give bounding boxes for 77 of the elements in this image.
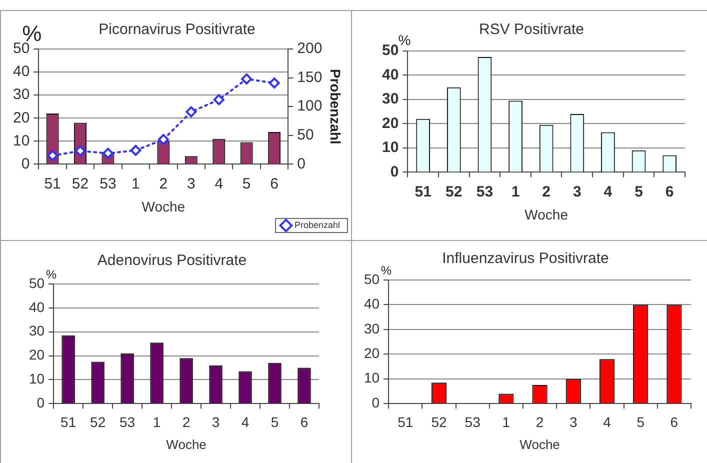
y-tick-label: 30 [12,86,30,104]
y2-tick-label: 50 [297,126,314,144]
y-tick-label: 20 [28,346,45,363]
x-tick-label: 53 [100,175,116,192]
x-tick-label: 51 [398,414,414,430]
x-tick-label: 5 [242,175,251,192]
x-tick-label: 3 [186,175,196,192]
x-tick-label: 51 [60,414,76,430]
x-tick-label: 6 [665,183,674,200]
x-axis-title: Woche [520,436,560,452]
y-tick-label: 40 [12,63,30,80]
y-tick-label: 20 [12,109,30,126]
x-tick-label: 1 [152,414,161,430]
legend-label: Probenzahl [294,220,340,230]
x-tick-label: 4 [241,414,250,430]
y-tick-label: 50 [382,42,399,60]
x-tick-label: 51 [414,183,432,200]
x-tick-label: 6 [300,414,308,430]
x-tick-label: 3 [212,414,220,430]
x-tick-label: 53 [476,183,494,200]
x-tick-label: 4 [604,183,613,200]
y-tick-label: 0 [390,163,399,180]
y2-tick-label: 0 [297,155,306,172]
chart-title: Adenovirus Positivrate [97,252,247,270]
x-tick-label: 2 [182,414,190,430]
x-tick-label: 1 [502,414,510,430]
y-tick-label: 50 [364,270,380,287]
x-tick-label: 3 [569,414,578,430]
x-tick-label: 53 [120,414,136,430]
y-tick-label: 30 [364,320,380,336]
x-axis-title: Woche [142,198,186,214]
x-axis-title: Woche [524,206,568,222]
x-tick-label: 5 [270,414,279,430]
x-tick-label: 6 [670,414,678,430]
y2-axis-title: Probenzahl [328,68,344,144]
chart-title: RSV Positivrate [478,21,584,38]
x-tick-label: 52 [431,414,447,430]
y2-tick-label: 150 [297,68,322,86]
y-tick-label: 40 [364,296,380,312]
x-axis-title: Woche [166,436,206,452]
x-tick-label: 52 [72,175,89,192]
y-tick-label: 0 [21,155,30,172]
y-tick-label: 40 [28,298,45,315]
chart-title: Influenzavirus Positivrate [442,250,609,268]
x-tick-label: 6 [270,175,278,192]
y-axis-title: % [46,267,57,282]
y-tick-label: 10 [28,370,45,387]
x-tick-label: 52 [90,414,106,430]
x-tick-label: 51 [44,175,61,192]
x-tick-label: 1 [132,175,140,192]
y-tick-label: 20 [364,345,380,362]
y-tick-label: 30 [28,322,45,339]
x-tick-label: 2 [159,175,168,192]
chart-title: Picornavirus Positivrate [98,21,256,38]
x-tick-label: 4 [214,175,224,192]
x-tick-label: 3 [572,183,582,200]
y-tick-label: 0 [372,394,380,410]
x-tick-label: 2 [542,183,551,200]
y-tick-label: 50 [28,274,45,291]
y-tick-label: 30 [382,90,399,108]
x-tick-label: 1 [511,183,520,200]
y-tick-label: 10 [364,370,380,386]
x-tick-label: 2 [536,414,544,430]
y-tick-label: 0 [36,394,45,410]
y-axis-title: % [398,32,411,48]
x-tick-label: 4 [603,414,612,430]
y2-tick-label: 200 [297,40,322,58]
x-tick-label: 5 [636,414,645,430]
y-tick-label: 10 [382,139,399,156]
x-tick-label: 53 [464,414,481,430]
y2-tick-label: 100 [297,98,322,115]
y-tick-label: 10 [12,132,30,150]
y-tick-label: 20 [382,114,399,132]
y-tick-label: 40 [382,66,399,84]
x-tick-label: 5 [634,183,643,200]
y-axis-title: % [380,263,392,278]
x-tick-label: 52 [446,183,462,200]
